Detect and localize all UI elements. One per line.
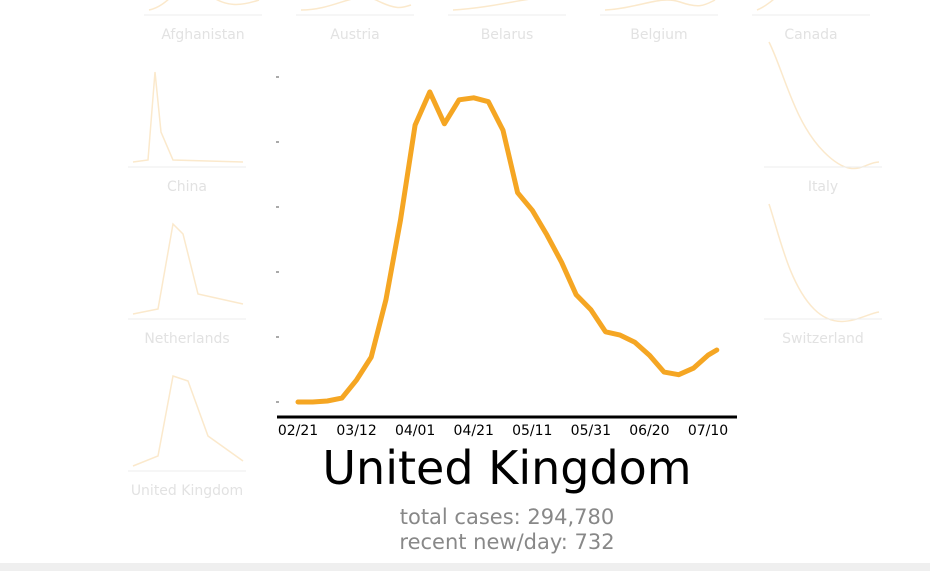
country-tile[interactable]: Belgium (600, 0, 718, 50)
x-tick-label: 04/21 (454, 423, 494, 439)
tile-sparkline (296, 0, 414, 16)
country-tile[interactable]: Netherlands (128, 174, 246, 354)
tile-sparkline (764, 203, 882, 323)
tile-sparkline (144, 0, 262, 16)
tile-sparkline (128, 375, 246, 472)
x-tick-label: 05/31 (571, 423, 611, 439)
tile-sparkline (600, 0, 718, 16)
country-tile[interactable]: Italy (764, 22, 882, 202)
x-tick-label: 05/11 (512, 423, 552, 439)
country-tile[interactable]: Austria (296, 0, 414, 50)
tile-name: China (167, 179, 207, 195)
tile-name: Belgium (630, 27, 688, 43)
tile-name: Italy (807, 179, 839, 195)
country-tile[interactable]: China (128, 22, 246, 202)
bottom-bar (0, 563, 930, 571)
tile-sparkline (128, 71, 246, 168)
tile-sparkline (764, 41, 882, 170)
tile-sparkline (752, 0, 870, 16)
total-cases: total cases: 294,780 (400, 505, 615, 529)
country-tile[interactable]: Belarus (448, 0, 566, 50)
x-tick-label: 04/01 (395, 423, 435, 439)
tile-name: Netherlands (144, 331, 230, 347)
tile-curve (132, 375, 244, 467)
country-tile[interactable]: United Kingdom (128, 326, 246, 506)
tile-name: Austria (330, 27, 380, 43)
country-tile[interactable]: Switzerland (764, 174, 882, 354)
tile-sparkline (448, 0, 566, 16)
x-tick-label: 07/10 (688, 423, 728, 439)
series-line (295, 89, 720, 405)
tile-name: Canada (784, 27, 838, 43)
tile-curve (132, 222, 244, 315)
tile-curve (132, 71, 244, 163)
tile-name: Switzerland (782, 331, 864, 347)
chart-title: United Kingdom (322, 441, 691, 495)
tile-curve (452, 0, 529, 11)
tile-sparkline (128, 222, 246, 320)
x-tick-label: 02/21 (278, 423, 318, 439)
x-tick-label: 03/12 (336, 423, 376, 439)
tile-curve (300, 0, 412, 11)
recent-new-per-day: recent new/day: 732 (399, 530, 614, 554)
tile-curve (148, 0, 260, 11)
country-tile[interactable]: Canada (752, 0, 870, 50)
x-tick-label: 06/20 (629, 423, 669, 439)
tile-name: United Kingdom (130, 483, 244, 499)
tile-curve (604, 0, 716, 11)
country-tile[interactable]: Afghanistan (144, 0, 262, 50)
tile-name: Afghanistan (161, 27, 245, 43)
tile-curve (768, 41, 880, 170)
tile-name: Belarus (480, 27, 534, 43)
tile-curve (768, 203, 880, 323)
